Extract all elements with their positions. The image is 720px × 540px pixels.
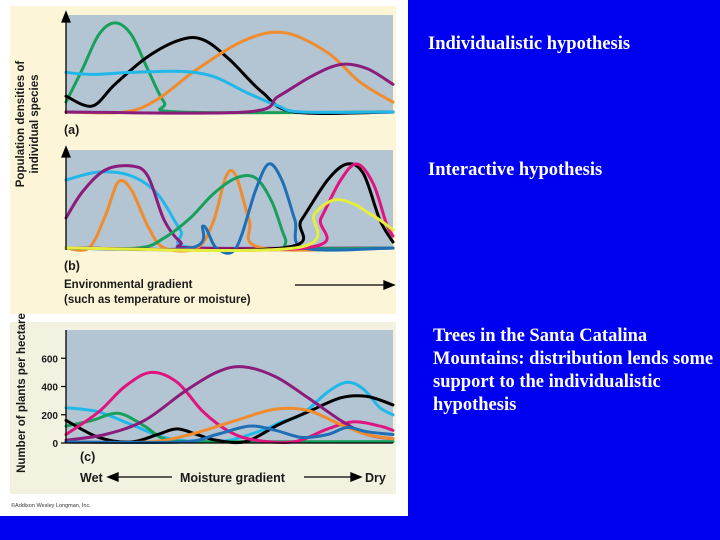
plot-c-lines (64, 365, 395, 445)
dry-arrowhead (350, 472, 363, 482)
series-line-green (64, 173, 395, 251)
top-y-label-line2: individual species (29, 74, 41, 173)
plot-a-lines (64, 21, 395, 115)
gradient-label-line1: Environmental gradient (64, 279, 193, 291)
series-line-cyan (64, 69, 395, 114)
figure-panel: 0 200 400 600 Population densities of indiv… (0, 0, 408, 516)
series-line-blue (64, 162, 395, 255)
plot-b-arrowhead (61, 145, 71, 158)
top-y-label-line1: Population densities of (15, 61, 27, 188)
series-line-yellow (64, 198, 395, 253)
dry-label: Dry (365, 471, 386, 485)
moisture-gradient-label: Moisture gradient (180, 471, 286, 485)
series-line-purple (64, 62, 395, 115)
caption-trees: Trees in the Santa Catalina Mountains: d… (433, 326, 714, 415)
y-tick-label: 600 (41, 354, 58, 365)
credit-text: ©Addison Wesley Longman, Inc. (11, 502, 91, 509)
series-line-green (64, 411, 395, 444)
wet-label: Wet (80, 471, 104, 485)
caption-individualistic: Individualistic hypothesis (428, 34, 631, 54)
series-line-orange (64, 30, 395, 115)
series-line-purple (64, 365, 395, 442)
panel-label-a: (a) (64, 123, 79, 137)
series-line-purple (64, 164, 395, 250)
panel-label-c: (c) (80, 450, 95, 464)
y-tick-label: 200 (41, 411, 58, 422)
bottom-y-label: Number of plants per hectare (16, 313, 28, 473)
y-tick-label: 0 (52, 439, 58, 450)
panel-label-b: (b) (64, 259, 80, 273)
series-line-blue (64, 424, 395, 445)
plot-a-arrowhead (61, 10, 71, 23)
figure-graphic: 0 200 400 600 Population densities of indiv… (10, 6, 396, 509)
caption-interactive: Interactive hypothesis (428, 160, 603, 180)
gradient-arrowhead (383, 280, 396, 290)
wet-arrowhead (106, 472, 119, 482)
y-tick-label: 400 (41, 383, 58, 394)
gradient-label-line2: (such as temperature or moisture) (64, 294, 251, 306)
plot-b-lines (64, 162, 395, 255)
plot-c-y-ticks: 0 200 400 600 (41, 354, 66, 450)
